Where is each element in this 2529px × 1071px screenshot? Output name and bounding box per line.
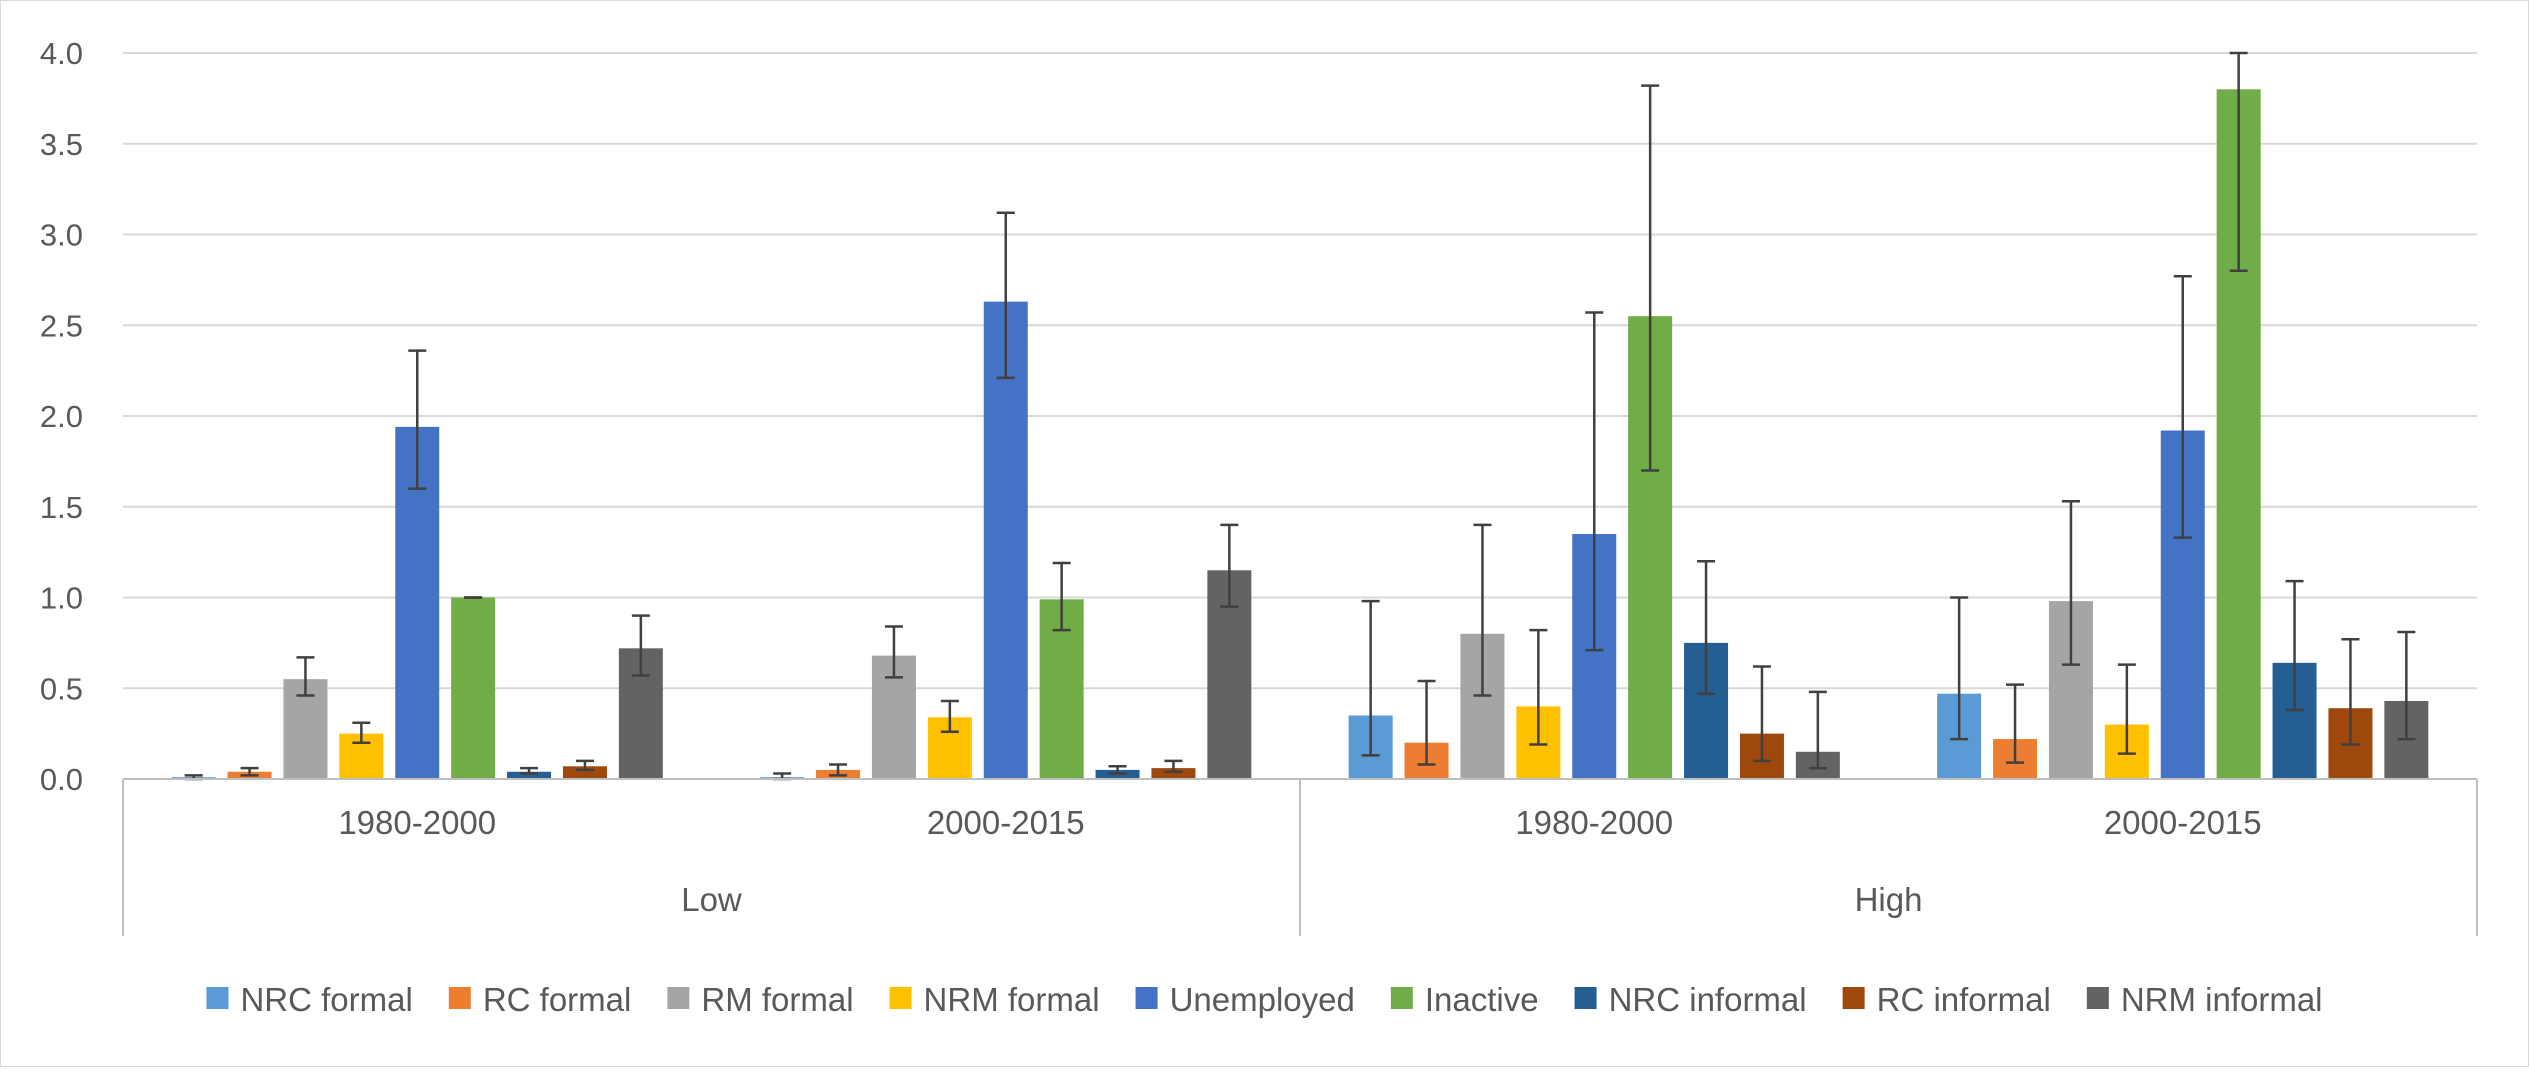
bar [451,597,496,779]
error-bar [2285,579,2304,712]
legend-label: RM formal [701,981,853,1018]
error-bar [1417,679,1436,766]
error-bar [2397,630,2416,741]
legend-swatch [889,987,912,1009]
group-label: Low [681,881,742,918]
bar [1151,768,1196,779]
error-bar [996,211,1015,380]
legend-item: RC formal [448,981,632,1018]
error-bar [1752,665,1771,763]
error-bar [1697,559,1716,695]
legend-item: RM formal [667,981,854,1018]
legend-label: RC informal [1877,981,2051,1018]
y-tick-label: 1.5 [40,490,83,525]
error-bar [1361,599,1380,757]
error-bar [1164,759,1183,773]
legend-item: NRM formal [889,981,1100,1018]
y-tick-label: 1.0 [40,581,83,616]
y-tick-label: 0.0 [40,762,83,797]
legend-label: Inactive [1425,981,1539,1018]
legend-label: NRC informal [1609,981,1807,1018]
legend-item: RC informal [1842,981,2051,1018]
y-tick-label: 2.0 [40,399,83,434]
legend-swatch [2086,987,2109,1009]
bars [171,89,2429,780]
error-bar [1641,84,1660,472]
error-bar [1108,765,1127,775]
error-bar [1529,628,1548,746]
error-bar [240,766,259,777]
error-bars [184,51,2416,781]
legend-label: NRC formal [240,981,412,1018]
error-bar [1473,523,1492,697]
error-bar [2229,51,2248,273]
error-bar [408,349,427,490]
bar [983,301,1028,779]
x-axis: 1980-2000 2000-2015 Low 1980-2000 2000-2015 H… [122,778,2478,936]
bar [562,766,607,779]
error-bar [940,699,959,734]
error-bar [1950,596,1969,741]
error-bar [1585,311,1604,652]
legend-item: NRC formal [206,981,413,1018]
legend-swatch [1842,987,1865,1009]
legend-item: NRM informal [2086,981,2323,1018]
error-bar [829,763,848,777]
gridlines [123,52,2477,690]
legend-label: RC formal [483,981,632,1018]
error-bar [631,614,650,677]
legend-label: NRM formal [924,981,1100,1018]
legend-item: NRC informal [1574,981,1807,1018]
group-label: High [1855,881,1923,918]
error-bar [2341,637,2360,746]
x-tick-label: 1980-2000 [338,804,496,841]
error-bar [296,656,315,697]
error-bar [2006,683,2025,764]
legend-item: Unemployed [1135,981,1355,1018]
error-bar [1052,561,1071,632]
x-tick-label: 2000-2015 [927,804,1085,841]
error-bar [352,721,371,744]
error-bar [575,759,594,772]
legend-label: NRM informal [2121,981,2323,1018]
y-tick-label: 2.5 [40,308,83,343]
bar [507,771,552,779]
error-bar [1808,690,1827,770]
legend-swatch [1390,987,1413,1009]
legend-swatch [667,987,690,1009]
legend-label: Unemployed [1170,981,1355,1018]
error-bar [884,625,903,679]
y-axis: 0.0 0.5 1.0 1.5 2.0 2.5 3.0 3.5 4.0 [40,36,83,797]
y-tick-label: 4.0 [40,36,83,71]
legend-item: Inactive [1390,981,1539,1018]
legend-swatch [1135,987,1158,1009]
error-bar [520,766,539,775]
error-bar [2117,663,2136,755]
legend-swatch [448,987,471,1009]
y-tick-label: 3.0 [40,218,83,253]
error-bar [2061,500,2080,666]
legend-swatch [1574,987,1597,1009]
y-tick-label: 0.5 [40,671,83,706]
x-tick-label: 1980-2000 [1515,804,1673,841]
legend-swatch [206,987,229,1009]
y-tick-label: 3.5 [40,127,83,162]
error-bar [2173,274,2192,539]
legend: NRC formal RC formal RM formal NRM formal Un… [206,981,2323,1018]
x-tick-label: 2000-2015 [2104,804,2262,841]
error-bar [1220,523,1239,608]
